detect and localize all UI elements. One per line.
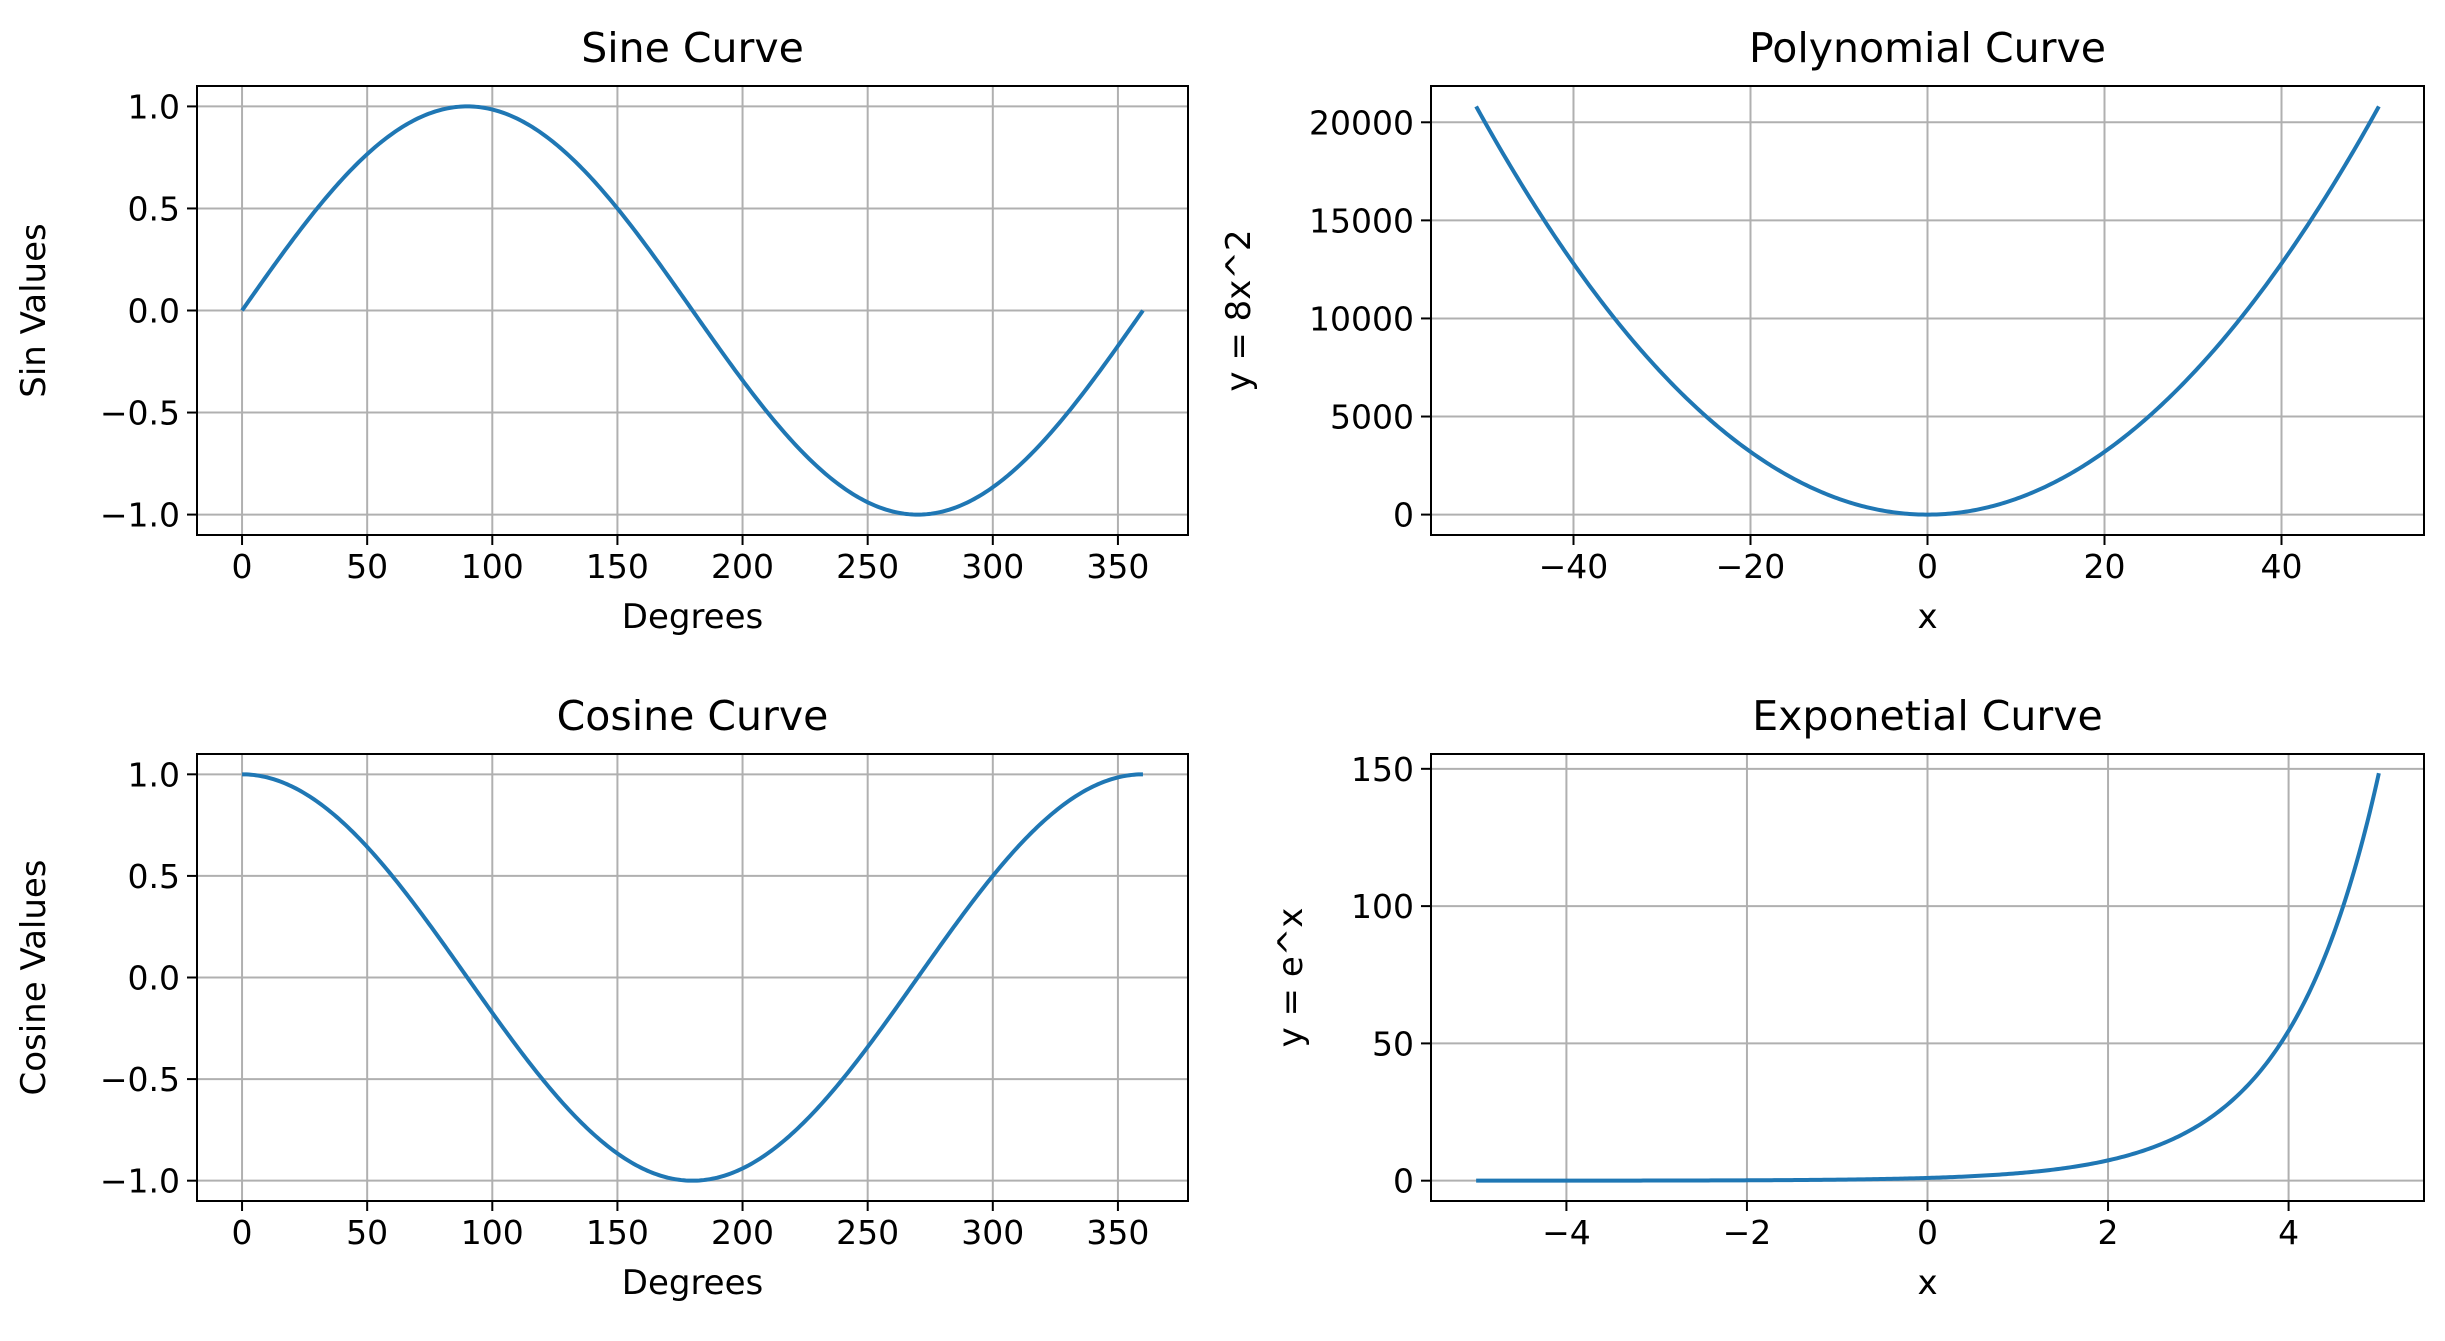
y-axis-label: Sin Values [14,223,54,397]
x-tick-label: 350 [1086,547,1149,586]
y-tick-label: 150 [1351,750,1414,789]
x-tick-label: 0 [232,1213,253,1252]
y-tick-label: 15000 [1309,201,1414,240]
x-tick-label: 40 [2261,547,2303,586]
series-line [1476,772,2381,1183]
x-tick-label: 0 [232,547,253,586]
x-axis-label: x [1917,597,1937,637]
subplot-2: −40 −20 0 20 40 0 5000 10000 15000 20000 Polynomia… [1219,24,2425,637]
x-tick-label: 50 [346,547,388,586]
x-tick-label: 300 [961,1213,1024,1252]
y-tick-label: −0.5 [100,1060,180,1099]
y-axis-label: y = 8x^2 [1219,229,1259,391]
chart-title: Cosine Curve [557,692,829,740]
y-tick-label: 5000 [1330,398,1414,437]
y-tick-label: 0 [1393,496,1414,535]
y-tick-label: 100 [1351,887,1414,926]
y-tick-label: 10000 [1309,299,1414,338]
chart-title: Sine Curve [581,24,804,72]
x-tick-label: 4 [2278,1213,2299,1252]
x-tick-label: 200 [711,1213,774,1252]
x-tick-label: 200 [711,547,774,586]
y-tick-label: −1.0 [100,496,180,535]
x-tick-label: −2 [1723,1213,1772,1252]
y-tick-label: 1.0 [128,755,180,794]
x-tick-label: 2 [2098,1213,2119,1252]
x-tick-label: 150 [586,547,649,586]
series-line [240,104,1145,517]
x-tick-label: 250 [836,1213,899,1252]
y-tick-label: 0 [1393,1162,1414,1201]
series-line [1474,105,2381,517]
y-axis-label: y = e^x [1271,908,1311,1048]
x-axis-label: Degrees [622,1263,763,1303]
y-tick-label: 20000 [1309,103,1414,142]
series-line [242,772,1143,1183]
x-tick-label: 300 [961,547,1024,586]
x-tick-label: 0 [1917,1213,1938,1252]
x-axis-label: x [1917,1263,1937,1303]
y-tick-label: −0.5 [100,394,180,433]
x-tick-label: 20 [2084,547,2126,586]
chart-title: Polynomial Curve [1749,24,2106,72]
y-axis-label: Cosine Values [14,859,54,1095]
y-tick-label: 1.0 [128,87,180,126]
x-tick-label: 350 [1086,1213,1149,1252]
x-tick-label: 0 [1917,547,1938,586]
x-tick-label: 250 [836,547,899,586]
y-tick-label: 0.5 [128,857,180,896]
x-tick-label: 50 [346,1213,388,1252]
chart-title: Exponetial Curve [1752,692,2102,740]
x-tick-label: −20 [1716,547,1786,586]
y-tick-label: 50 [1372,1024,1414,1063]
subplot-4: −4 −2 0 2 4 0 50 100 150 Exponetial Curve x y = e^x [1271,692,2425,1303]
x-tick-label: 100 [461,547,524,586]
x-tick-label: 100 [461,1213,524,1252]
y-tick-label: 0.5 [128,189,180,228]
subplot-3: 0 50 100 150 200 250 300 350 −1.0 −0.5 0.0 0.5 1.0 Co… [14,692,1189,1303]
x-axis-label: Degrees [622,597,763,637]
subplot-1: 0 50 100 150 200 250 300 350 −1.0 −0.5 0.0 0.5 1.0 Si… [14,24,1189,637]
y-tick-label: 0.0 [128,959,180,998]
x-tick-label: −40 [1539,547,1609,586]
y-tick-label: −1.0 [100,1162,180,1201]
x-tick-label: −4 [1542,1213,1591,1252]
x-tick-label: 150 [586,1213,649,1252]
y-tick-label: 0.0 [128,292,180,331]
